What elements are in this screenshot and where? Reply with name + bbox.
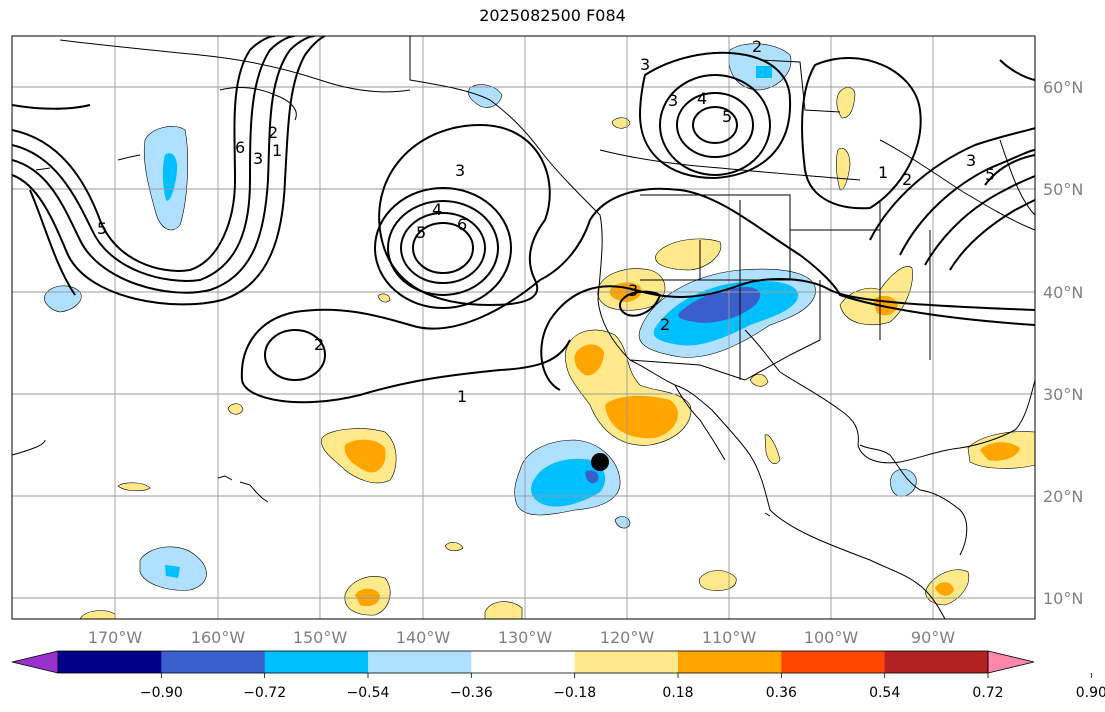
latitude-label: 10°N	[1043, 589, 1083, 608]
negative-anomaly-area	[531, 458, 606, 507]
positive-anomaly-area	[699, 570, 737, 591]
contour-label: 2	[902, 170, 912, 189]
colorbar-tick-label: −0.36	[450, 685, 493, 701]
positive-anomaly-area	[980, 442, 1020, 461]
contour-label: 5	[97, 219, 107, 238]
coastlines	[12, 36, 1035, 619]
colorbar-segment	[58, 651, 162, 673]
colorbar-segment	[264, 651, 369, 673]
contour-label: 6	[457, 215, 467, 234]
latitude-label: 20°N	[1043, 487, 1083, 506]
contour-label: 1	[878, 163, 888, 182]
longitude-label: 140°W	[396, 628, 451, 647]
positive-anomaly-area	[611, 117, 631, 129]
negative-anomaly-area	[614, 516, 631, 529]
contour-label: 4	[432, 200, 442, 219]
negative-anomaly-area	[165, 565, 180, 578]
colorbar-tick-label: −0.72	[243, 685, 286, 701]
positive-anomaly-area	[749, 373, 769, 387]
contour-label: 3	[628, 281, 638, 300]
positive-anomaly-area	[935, 582, 954, 596]
location-marker	[591, 453, 609, 471]
positive-anomaly-area	[444, 542, 464, 552]
contour-label: 3	[253, 149, 263, 168]
longitude-label: 130°W	[498, 628, 553, 647]
contour-label: 5	[722, 107, 732, 126]
negative-anomaly-area	[585, 470, 599, 484]
contour-label: 3	[966, 151, 976, 170]
longitude-label: 90°W	[911, 628, 955, 647]
contour-label: 3	[455, 161, 465, 180]
positive-anomaly-area	[605, 395, 678, 439]
longitude-labels: 170°W 160°W 150°W 140°W 130°W 120°W 110°W 100°W…	[88, 628, 955, 647]
colorbar-segment	[781, 651, 886, 673]
colorbar-tick-label: 0.36	[766, 685, 797, 701]
colorbar-segment	[161, 651, 266, 673]
contour-label: 2	[660, 315, 670, 334]
latitude-label: 60°N	[1043, 78, 1083, 97]
colorbar-segment	[471, 651, 576, 673]
contour-label: 5	[416, 223, 426, 242]
longitude-label: 150°W	[293, 628, 348, 647]
longitude-label: 120°W	[600, 628, 655, 647]
latitude-label: 40°N	[1043, 283, 1083, 302]
shaded-fields	[44, 43, 1035, 619]
colorbar-tick-label: 0.90	[1076, 685, 1105, 701]
islands	[35, 154, 771, 517]
latitude-label: 50°N	[1043, 180, 1083, 199]
negative-anomaly-area	[756, 66, 772, 78]
contour-label: 3	[668, 91, 678, 110]
contour-label: 3	[640, 55, 650, 74]
negative-anomaly-area	[890, 469, 917, 497]
colorbar-tick-label: 0.18	[662, 685, 693, 701]
colorbar-extend-min	[11, 650, 59, 674]
colorbar-tick-labels: −0.90 −0.72 −0.54 −0.36 −0.18 0.18 0.36 0.54 0.7…	[140, 673, 1105, 701]
contour-label: 2	[268, 123, 278, 142]
positive-anomaly-area	[835, 147, 851, 191]
contour-label: 1	[272, 141, 282, 160]
colorbar-extend-max	[987, 650, 1035, 674]
contour-label: 6	[235, 138, 245, 157]
colorbar-segment	[574, 651, 679, 673]
contour-label: 1	[457, 387, 467, 406]
colorbar-tick-label: −0.54	[347, 685, 390, 701]
latitude-labels: 60°N 50°N 40°N 30°N 20°N 10°N	[1043, 78, 1083, 608]
positive-anomaly-area	[117, 482, 151, 492]
positive-anomaly-area	[764, 434, 781, 464]
contour-lines	[12, 36, 1035, 404]
positive-anomaly-area	[655, 238, 722, 271]
positive-anomaly-area	[377, 293, 391, 303]
longitude-label: 160°W	[191, 628, 246, 647]
positive-anomaly-area	[355, 588, 380, 607]
page-title: 2025082500 F084	[479, 6, 626, 25]
colorbar-segment	[368, 651, 472, 673]
positive-anomaly-area	[836, 87, 856, 119]
colorbar-segment	[884, 651, 989, 673]
contour-labels: 3 4 5 6 2 1 2 3 3 3 4 5 1 2 3 5 6 3 1 2 …	[97, 37, 995, 406]
latitude-label: 30°N	[1043, 385, 1083, 404]
colorbar-tick-label: 0.54	[869, 685, 900, 701]
positive-anomaly-area	[344, 439, 386, 473]
contour-label: 4	[697, 89, 707, 108]
colorbar-tick-label: −0.18	[553, 685, 596, 701]
positive-anomaly-area	[574, 344, 604, 376]
contour-label: 2	[752, 37, 762, 56]
colorbar-frame	[57, 650, 989, 674]
longitude-label: 110°W	[702, 628, 757, 647]
colorbar	[11, 650, 1035, 674]
longitude-label: 170°W	[88, 628, 143, 647]
colorbar-tick-label: 0.72	[972, 685, 1003, 701]
contour-label: 2	[314, 335, 324, 354]
longitude-label: 100°W	[804, 628, 859, 647]
negative-anomaly-area	[468, 84, 503, 108]
contour-label: 5	[985, 165, 995, 184]
map-area	[12, 36, 1035, 619]
positive-anomaly-area	[484, 601, 523, 619]
map-border	[11, 35, 1036, 620]
positive-anomaly-area	[227, 403, 244, 415]
colorbar-tick-label: −0.90	[140, 685, 183, 701]
colorbar-segment	[678, 651, 782, 673]
